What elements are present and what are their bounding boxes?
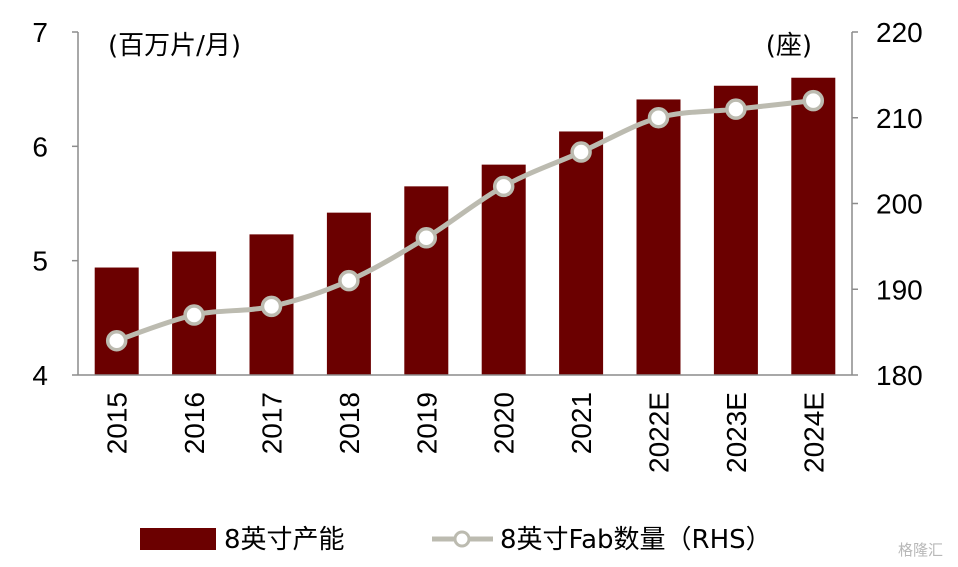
x-tick-label: 2018 [334, 392, 365, 454]
watermark: 格隆汇 [898, 541, 943, 559]
legend-swatch-capacity [140, 528, 216, 550]
fab-point-2015 [105, 329, 128, 352]
fab-point-2016 [183, 304, 205, 326]
right-tick-label: 210 [876, 103, 923, 134]
fab-point-2020 [492, 175, 515, 198]
x-tick-label: 2016 [179, 392, 210, 454]
right-tick-labels: 180 190 200 210 220 [852, 17, 923, 391]
fab-point-2022E [647, 107, 670, 129]
bar-2024E [791, 77, 836, 375]
legend-swatch-fab-marker [453, 530, 471, 548]
fab-point-2023E [725, 98, 747, 120]
left-tick-label: 4 [32, 360, 48, 391]
x-tick-label: 2024E [798, 392, 829, 473]
legend-label-capacity: 8英寸产能 [224, 525, 345, 555]
fab-count-line [105, 89, 825, 352]
bar-2019 [404, 186, 449, 375]
legend: 8英寸产能 8英寸Fab数量（RHS） [140, 525, 772, 555]
bar-2023E [713, 85, 758, 375]
x-tick-labels: 2015 2016 2017 2018 2019 2020 2021 2022E 2023E 20… [102, 392, 830, 473]
fab-point-2024E [802, 89, 825, 112]
left-axis-unit: (百万片/月) [108, 31, 241, 61]
right-tick-label: 200 [876, 189, 923, 220]
fab-point-2021 [570, 141, 592, 163]
bar-2022E [636, 99, 681, 375]
right-tick-label: 190 [876, 274, 923, 305]
x-tick-label: 2021 [566, 392, 597, 454]
left-tick-label: 5 [32, 246, 48, 277]
x-tick-label: 2015 [102, 392, 133, 454]
x-tick-label: 2020 [489, 392, 520, 454]
bar-2018 [326, 212, 371, 375]
x-tick-label: 2022E [644, 392, 675, 473]
left-tick-labels: 4 5 6 7 [32, 17, 78, 391]
right-tick-label: 220 [876, 17, 923, 48]
fab-point-2018 [338, 269, 360, 292]
right-axis-unit: (座) [766, 31, 812, 61]
capacity-bars [94, 77, 836, 375]
bar-2015 [94, 267, 139, 375]
legend-label-fab: 8英寸Fab数量（RHS） [500, 525, 772, 555]
fab-point-2019 [415, 227, 438, 249]
x-tick-label: 2023E [721, 392, 752, 473]
x-tick-label: 2019 [411, 392, 442, 454]
left-tick-label: 7 [32, 17, 48, 48]
fab-count-line-path [115, 98, 814, 344]
left-tick-label: 6 [32, 131, 48, 162]
right-tick-label: 180 [876, 360, 923, 391]
x-tick-label: 2017 [257, 392, 288, 454]
fab-point-2017 [260, 295, 283, 318]
bar-2020 [481, 164, 526, 375]
bar-2021 [559, 131, 604, 375]
